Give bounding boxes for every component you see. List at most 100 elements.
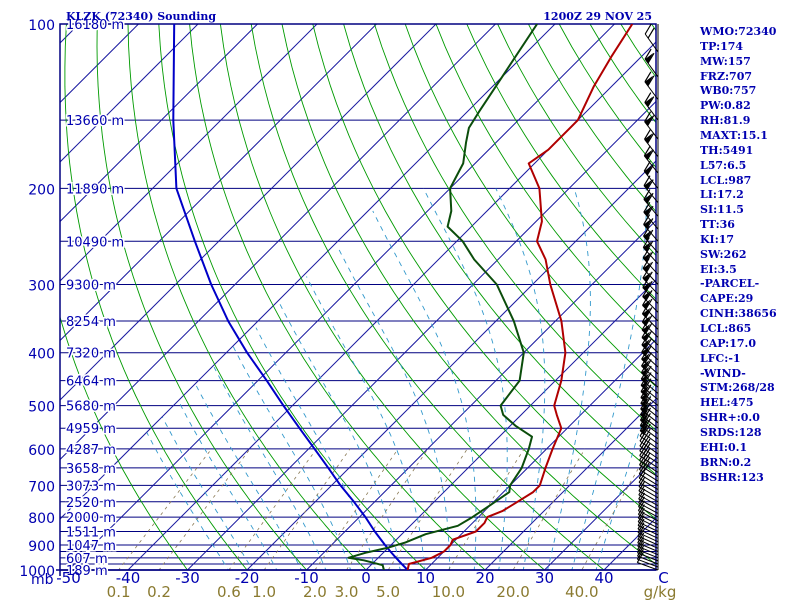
height-label: 2000 m: [66, 511, 116, 526]
pressure-unit-label: mb: [31, 572, 54, 588]
dry-adiabat: [220, 24, 558, 582]
index-line: CINH:38656: [700, 307, 777, 320]
index-line: LI:17.2: [700, 188, 744, 201]
index-line: LFC:-1: [700, 352, 741, 365]
index-line: EHI:0.1: [700, 441, 747, 454]
index-line: RH:81.9: [700, 114, 750, 127]
pressure-tick-label: 100: [28, 18, 55, 34]
mixing-ratio-label: 0.6: [217, 583, 241, 600]
background-grid: [0, 24, 800, 582]
mixing-ratio-label: 10.0: [432, 583, 465, 600]
moist-adiabat: [569, 188, 647, 581]
mixing-ratio-unit: g/kg: [644, 583, 677, 600]
index-line: CAP:17.0: [700, 337, 756, 350]
index-line: MAXT:15.1: [700, 129, 768, 142]
dry-adiabat: [528, 24, 800, 582]
pressure-tick-label: 700: [28, 479, 55, 495]
height-label: 3073 m: [66, 479, 116, 494]
height-label: 2520 m: [66, 496, 116, 511]
sounding-time: 1200Z 29 NOV 25: [543, 10, 652, 23]
wind-barbs: [637, 24, 658, 570]
mixing-ratio-label: 1.0: [252, 583, 276, 600]
index-line: FRZ:707: [700, 70, 752, 83]
index-line: SW:262: [700, 248, 747, 261]
index-line: KI:17: [700, 233, 734, 246]
temperature-tick-label: 0: [361, 569, 371, 587]
parcel-trace: [173, 24, 407, 570]
mixing-ratio-line: [307, 449, 398, 582]
dry-adiabat: [559, 24, 800, 582]
mixing-ratio-line: [381, 449, 468, 582]
height-label: 7320 m: [66, 347, 116, 362]
temperature-tick-label: -30: [175, 569, 200, 587]
wind-barb-feather: [648, 28, 654, 38]
index-line: -WIND-: [700, 367, 746, 380]
index-line: WMO:72340: [700, 25, 776, 38]
isotherm: [0, 24, 377, 570]
pressure-tick-label: 600: [28, 443, 55, 459]
moist-adiabat: [496, 188, 545, 581]
dry-adiabat: [128, 24, 377, 582]
index-line: SRDS:128: [700, 426, 762, 439]
station-title: KLZK (72340) Sounding: [66, 10, 216, 23]
index-line: TP:174: [700, 40, 743, 53]
dry-adiabat: [282, 24, 679, 582]
pressure-tick-label: 300: [28, 279, 55, 295]
mixing-ratio-line: [150, 449, 250, 582]
index-line: L57:6.5: [700, 159, 746, 172]
index-line: MW:157: [700, 55, 751, 68]
index-line: HEL:475: [700, 396, 754, 409]
temperature-tick-label: -50: [56, 569, 81, 587]
index-line: EI:3.5: [700, 263, 737, 276]
index-line: BSHR:123: [700, 471, 764, 484]
mixing-ratio-label: 0.2: [147, 583, 171, 600]
isotherm: [0, 24, 20, 570]
height-label: 13660 m: [66, 114, 124, 129]
index-line: SI:11.5: [700, 203, 744, 216]
dry-adiabat: [97, 24, 317, 582]
pressure-tick-label: 400: [28, 347, 55, 363]
index-line: -PARCEL-: [700, 277, 759, 290]
index-line: CAPE:29: [700, 292, 753, 305]
temperature-tick-label: 30: [535, 569, 554, 587]
index-line: STM:268/28: [700, 381, 775, 394]
height-label: 8254 m: [66, 315, 116, 330]
wind-barb-feather: [645, 24, 651, 34]
index-line: BRN:0.2: [700, 456, 751, 469]
dry-adiabat: [313, 24, 740, 582]
temperature-tick-label: 20: [475, 569, 494, 587]
height-label: 3658 m: [66, 462, 116, 477]
pressure-tick-label: 900: [28, 539, 55, 555]
mixing-ratio-label: 40.0: [565, 583, 598, 600]
dry-adiabat: [590, 24, 800, 582]
index-line: LCL:987: [700, 174, 751, 187]
isotherm: [545, 24, 800, 570]
index-line: TH:5491: [700, 144, 753, 157]
mixing-ratio-label: 5.0: [376, 583, 400, 600]
moist-adiabat: [307, 277, 426, 582]
index-line: LCL:865: [700, 322, 751, 335]
pressure-tick-label: 200: [28, 182, 55, 198]
index-line: WB0:757: [700, 84, 756, 97]
index-line: TT:36: [700, 218, 735, 231]
pressure-tick-label: 800: [28, 511, 55, 527]
index-line: SHR+:0.0: [700, 411, 760, 424]
height-label: 4959 m: [66, 422, 116, 437]
mixing-ratio-label: 2.0: [303, 583, 327, 600]
height-label: 9300 m: [66, 279, 116, 294]
mixing-ratio-label: 0.1: [107, 583, 131, 600]
pressure-tick-label: 500: [28, 400, 55, 416]
height-label: 10490 m: [66, 235, 124, 250]
height-label: 6464 m: [66, 375, 116, 390]
moist-adiabat: [256, 328, 378, 582]
mixing-ratio-label: 3.0: [335, 583, 359, 600]
dry-adiabat: [775, 24, 800, 582]
height-label: 5680 m: [66, 400, 116, 415]
height-label: 11890 m: [66, 182, 124, 197]
index-line: PW:0.82: [700, 99, 751, 112]
height-label: 4287 m: [66, 443, 116, 458]
mixing-ratio-label: 20.0: [496, 583, 529, 600]
